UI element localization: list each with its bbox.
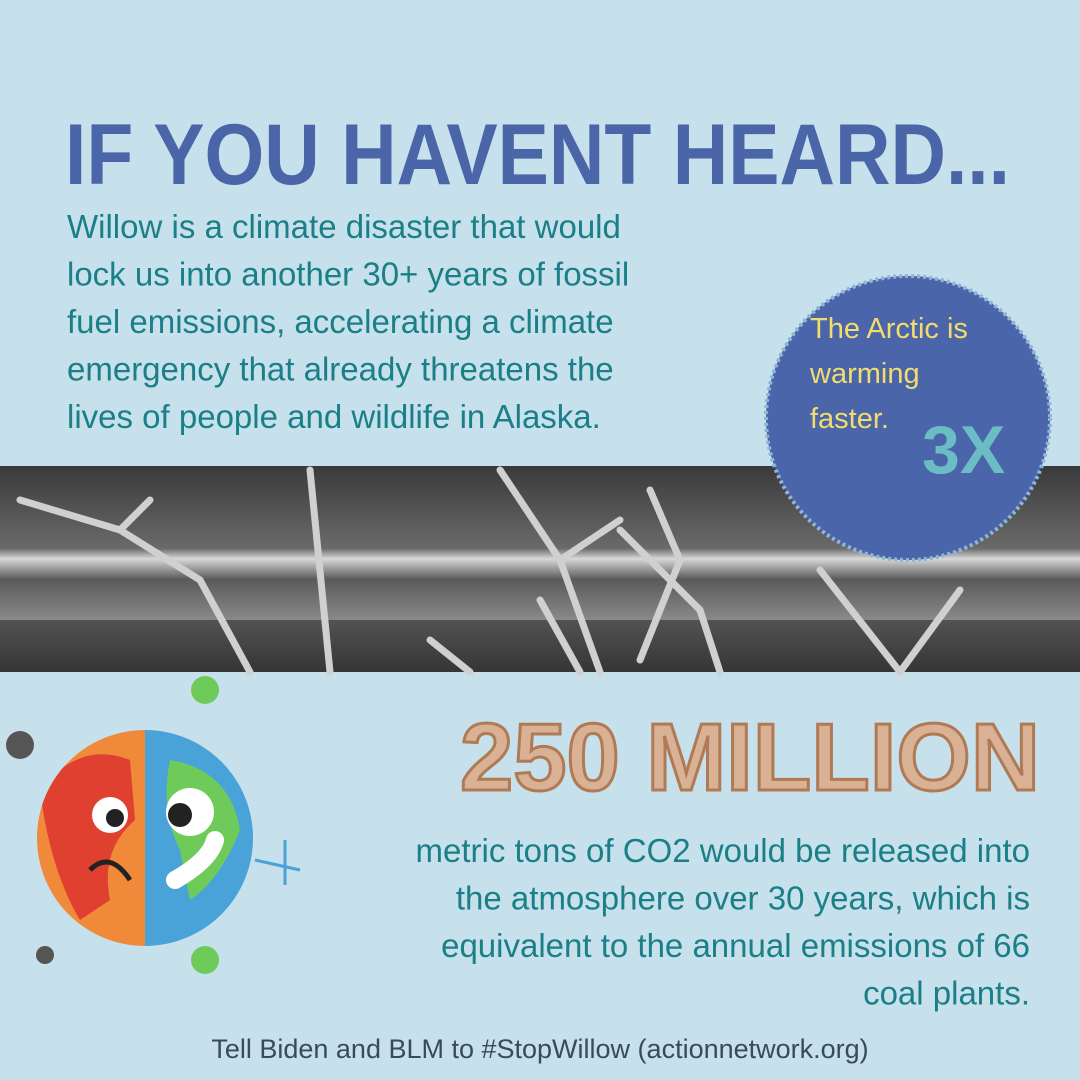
- stat-figure: 250 MILLION: [460, 704, 1040, 811]
- stat-line: metric tons of CO2 would be released int…: [416, 832, 1030, 869]
- callout-line: The Arctic is: [810, 313, 968, 345]
- callout-figure: 3X: [922, 412, 1005, 488]
- intro-line: fuel emissions, accelerating a climate: [67, 303, 614, 340]
- callout-line: warming: [809, 358, 920, 390]
- intro-line: Willow is a climate disaster that would: [67, 208, 621, 245]
- callout-circle: [764, 274, 1052, 562]
- stat-text: metric tons of CO2 would be released int…: [416, 832, 1030, 1012]
- callout-text: The Arctic is warming faster.: [809, 313, 968, 435]
- headline: IF YOU HAVENT HEARD...: [65, 107, 1010, 203]
- footer: Tell Biden and BLM to #StopWillow (actio…: [211, 1034, 868, 1064]
- intro-line: lock us into another 30+ years of fossil: [67, 256, 629, 293]
- stat-line: the atmosphere over 30 years, which is: [456, 880, 1030, 917]
- intro-text: Willow is a climate disaster that would l…: [67, 208, 629, 435]
- callout-line: faster.: [810, 403, 889, 435]
- intro-line: emergency that already threatens the: [67, 351, 614, 388]
- stat-line: coal plants.: [863, 975, 1030, 1012]
- stat-line: equivalent to the annual emissions of 66: [441, 927, 1030, 964]
- intro-line: lives of people and wildlife in Alaska.: [67, 398, 601, 435]
